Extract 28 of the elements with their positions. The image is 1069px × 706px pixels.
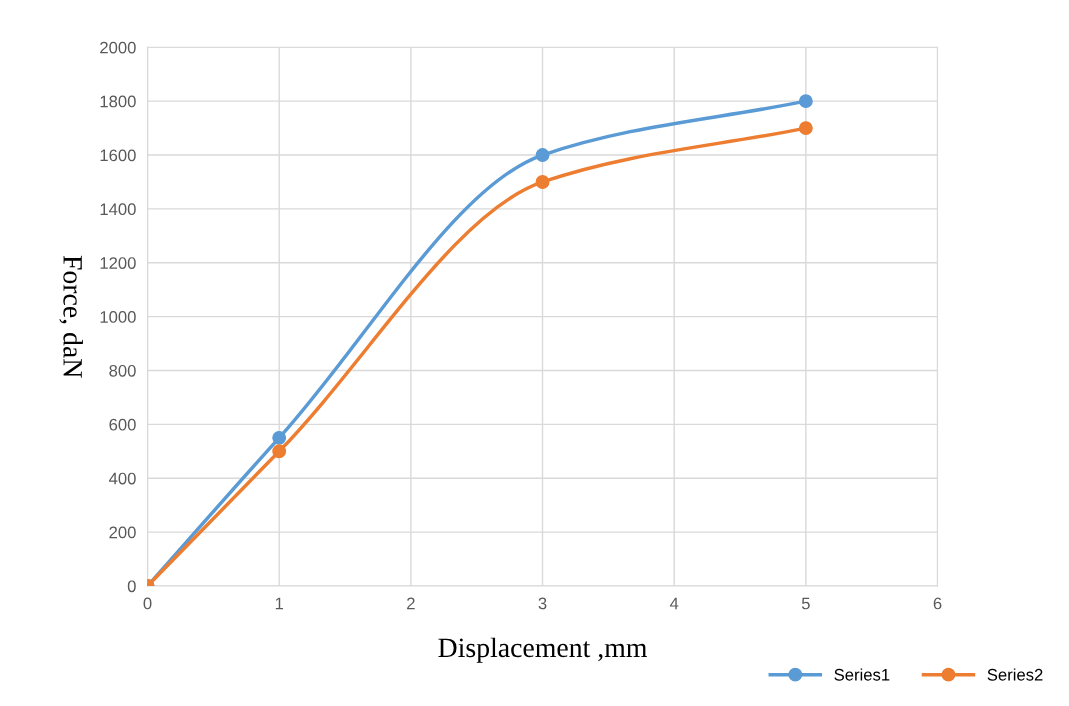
- point: [272, 444, 287, 459]
- y-tick-label: 1800: [100, 95, 136, 108]
- x-tick-label: 2: [407, 597, 415, 610]
- y-tick-label: 1000: [100, 311, 136, 323]
- x-tick-label: 5: [801, 597, 810, 610]
- y-tick-label: 1200: [100, 257, 136, 269]
- y-tick-label: 600: [109, 418, 136, 431]
- legend-label: Series1: [834, 668, 890, 681]
- x-axis-title: Displacement ,mm: [438, 637, 647, 663]
- y-tick-label: 1400: [100, 203, 136, 216]
- legend-label: Series2: [987, 668, 1043, 681]
- point: [798, 121, 813, 136]
- x-tick-label: 6: [933, 597, 942, 610]
- y-tick-label: 400: [108, 472, 136, 485]
- x-tick-label: 1: [275, 597, 284, 610]
- y-axis-title: Force, daN: [59, 255, 83, 378]
- x-tick-label: 4: [669, 597, 679, 610]
- y-tick-label: 2000: [100, 41, 136, 54]
- point: [272, 430, 287, 445]
- x-tick-label: 3: [538, 597, 547, 610]
- y-tick-label: 1600: [100, 149, 136, 162]
- point: [535, 175, 550, 189]
- x-tick-label: 0: [143, 597, 152, 610]
- point: [535, 148, 550, 162]
- y-tick-label: 200: [109, 526, 136, 539]
- point: [798, 94, 813, 109]
- y-tick-label: 0: [127, 580, 136, 593]
- y-tick-label: 800: [109, 364, 136, 377]
